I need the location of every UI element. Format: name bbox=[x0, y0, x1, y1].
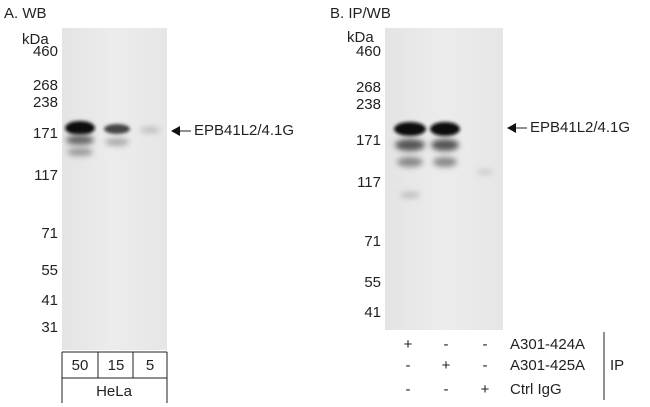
panel-label: B. IP/WB bbox=[330, 5, 391, 22]
marker: 55 bbox=[364, 274, 381, 291]
target-label: EPB41L2/4.1G bbox=[530, 119, 630, 136]
marker: 55 bbox=[41, 262, 58, 279]
arrow bbox=[171, 126, 191, 136]
marker: 41 bbox=[364, 304, 381, 321]
ip-mark: - bbox=[483, 357, 488, 374]
lane-load: 50 bbox=[72, 357, 89, 374]
marker: 171 bbox=[33, 125, 58, 142]
marker: 41 bbox=[41, 292, 58, 309]
marker: 268 bbox=[33, 77, 58, 94]
marker: 71 bbox=[364, 233, 381, 250]
ip-mark: - bbox=[444, 381, 449, 398]
ip-mark: + bbox=[404, 336, 413, 353]
ip-mark: - bbox=[444, 336, 449, 353]
bands bbox=[394, 122, 493, 198]
ip-mark: - bbox=[406, 357, 411, 374]
ip-mark: + bbox=[481, 381, 490, 398]
ip-mark: - bbox=[483, 336, 488, 353]
marker: 117 bbox=[34, 167, 58, 184]
lane-load: 5 bbox=[146, 357, 154, 374]
unit-label: kDa bbox=[347, 29, 374, 46]
unit-label: kDa bbox=[22, 31, 49, 48]
group-label: IP bbox=[610, 357, 624, 374]
bands bbox=[65, 121, 160, 156]
arrow bbox=[507, 123, 527, 133]
marker: 460 bbox=[33, 43, 58, 60]
panel-label: A. WB bbox=[4, 5, 47, 22]
row-label: A301-425A bbox=[510, 357, 585, 374]
marker: 31 bbox=[41, 319, 58, 336]
lane-table bbox=[61, 351, 168, 403]
marker: 117 bbox=[357, 174, 381, 191]
ip-mark: + bbox=[442, 357, 451, 374]
target-label: EPB41L2/4.1G bbox=[194, 122, 294, 139]
marker: 268 bbox=[356, 79, 381, 96]
marker: 238 bbox=[33, 94, 58, 111]
marker: 238 bbox=[356, 96, 381, 113]
marker: 460 bbox=[356, 43, 381, 60]
ip-mark: - bbox=[406, 381, 411, 398]
lane-load: 15 bbox=[108, 357, 125, 374]
blot bbox=[62, 28, 167, 350]
row-label: A301-424A bbox=[510, 336, 585, 353]
marker: 71 bbox=[41, 225, 58, 242]
row-label: Ctrl IgG bbox=[510, 381, 562, 398]
sample-label: HeLa bbox=[96, 383, 133, 400]
blot bbox=[385, 28, 503, 330]
marker: 171 bbox=[356, 132, 381, 149]
